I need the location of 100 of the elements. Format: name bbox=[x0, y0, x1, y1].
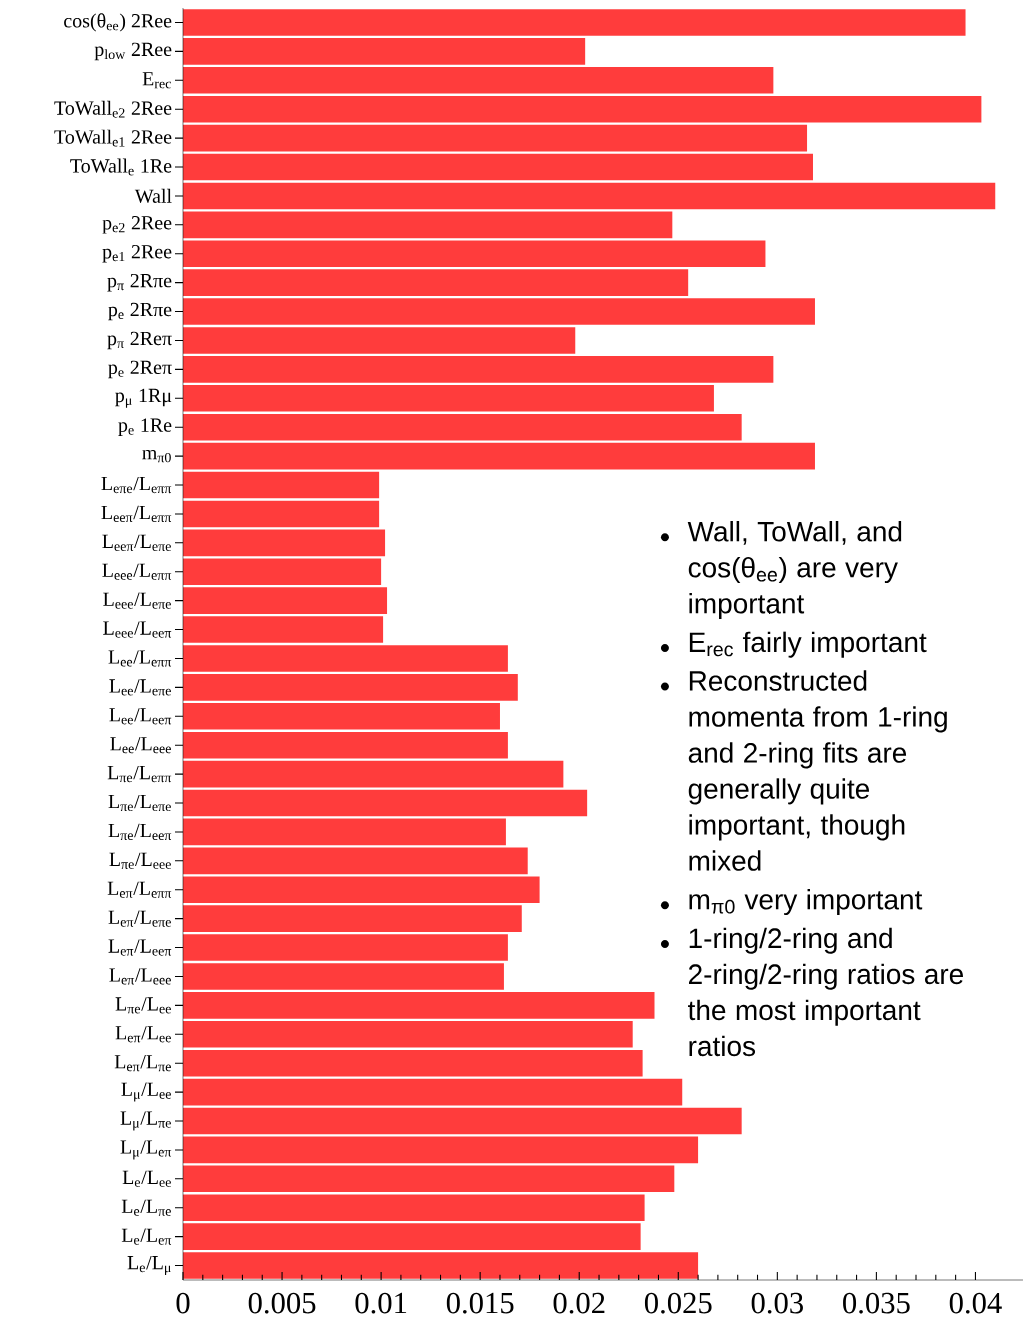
bar bbox=[183, 760, 564, 788]
bar bbox=[183, 818, 506, 846]
x-tick-label: 0.035 bbox=[843, 1292, 910, 1314]
bar bbox=[183, 153, 813, 181]
y-tick-label: L$_{e}$/L$_{ee}$ bbox=[122, 1170, 171, 1187]
bar bbox=[183, 124, 808, 152]
y-tick-label: L$_{e}$/L$_{μ}$ bbox=[127, 1256, 171, 1276]
x-tick-label: 0.025 bbox=[644, 1292, 712, 1314]
bar bbox=[183, 731, 508, 759]
bar bbox=[183, 182, 996, 210]
bar bbox=[183, 95, 982, 123]
y-tick-label: L$_{eπe}$/L$_{eππ}$ bbox=[101, 476, 172, 494]
y-tick-label: L$_{μ}$/L$_{ee}$ bbox=[121, 1082, 171, 1102]
y-tick-label: L$_{eπ}$/L$_{eee}$ bbox=[109, 968, 171, 985]
bar bbox=[183, 384, 714, 412]
y-tick-label: L$_{eπ}$/L$_{eπe}$ bbox=[108, 910, 171, 927]
bar bbox=[183, 847, 528, 875]
y-tick-label: L$_{ee}$/L$_{eππ}$ bbox=[108, 650, 172, 667]
y-tick-label: L$_{eπ}$/L$_{eeπ}$ bbox=[108, 939, 172, 956]
y-tick-label: p$_{e}$ 1Re bbox=[118, 418, 172, 436]
y-tick-label: L$_{eπ}$/L$_{eππ}$ bbox=[107, 881, 172, 898]
y-tick-label: p$_{μ}$ 1Rμ bbox=[115, 388, 172, 408]
annotation: m$_{π0}$ very important bbox=[689, 888, 923, 916]
bar bbox=[183, 1223, 641, 1250]
y-tick-label: L$_{eee}$/L$_{eπe}$ bbox=[103, 592, 171, 609]
y-tick-label: L$_{πe}$/L$_{eππ}$ bbox=[107, 766, 172, 783]
bar bbox=[183, 1194, 645, 1222]
bar bbox=[183, 587, 388, 614]
y-tick-label: p$_{e2}$ 2Ree bbox=[102, 216, 172, 234]
bar bbox=[183, 327, 576, 354]
bar bbox=[183, 1165, 675, 1193]
y-tick-label: L$_{eπ}$/L$_{ee}$ bbox=[115, 1026, 171, 1043]
y-tick-label: p$_{low}$ 2Ree bbox=[94, 42, 172, 61]
bar bbox=[183, 905, 522, 932]
bar bbox=[183, 934, 508, 961]
bar bbox=[183, 500, 380, 528]
y-tick-label: L$_{eeπ}$/L$_{eπe}$ bbox=[102, 534, 171, 551]
y-tick-label: L$_{eπ}$/L$_{πe}$ bbox=[114, 1055, 171, 1072]
x-tick-label: 0.03 bbox=[751, 1292, 803, 1314]
y-tick-label: L$_{eee}$/L$_{eeπ}$ bbox=[103, 621, 172, 638]
bar bbox=[183, 992, 655, 1019]
y-tick-label: L$_{μ}$/L$_{πe}$ bbox=[120, 1111, 171, 1131]
x-tick-label: 0 bbox=[176, 1292, 190, 1314]
x-tick-label: 0.02 bbox=[553, 1292, 605, 1314]
y-tick-label: L$_{ee}$/L$_{eeπ}$ bbox=[109, 708, 172, 725]
bar bbox=[183, 1020, 633, 1048]
bar bbox=[183, 413, 742, 441]
y-tick-label: p$_{e}$ 2Rπe bbox=[108, 302, 172, 321]
bar bbox=[183, 298, 815, 325]
x-tick-label: 0.04 bbox=[949, 1292, 1002, 1314]
y-tick-label: ToWall$_{e1}$ 2Ree bbox=[54, 129, 172, 147]
bar bbox=[183, 702, 500, 730]
y-tick-label: p$_{e}$ 2Reπ bbox=[108, 360, 172, 379]
y-tick-label: L$_{πe}$/L$_{eπe}$ bbox=[108, 794, 171, 812]
y-tick-label: L$_{μ}$/L$_{eπ}$ bbox=[120, 1140, 172, 1160]
y-tick-label: p$_{π}$ 2Rπe bbox=[107, 273, 172, 292]
y-tick-label: L$_{e}$/L$_{πe}$ bbox=[121, 1199, 171, 1216]
bar bbox=[183, 38, 586, 65]
y-tick-label: L$_{πe}$/L$_{eeπ}$ bbox=[108, 823, 172, 841]
y-tick-label: m$_{π0}$ bbox=[142, 449, 171, 463]
bar bbox=[183, 558, 382, 586]
bar bbox=[183, 1252, 699, 1279]
y-tick-label: p$_{e1}$ 2Ree bbox=[102, 245, 172, 263]
y-tick-label: E$_{rec}$ bbox=[142, 72, 171, 89]
y-tick-label: L$_{e}$/L$_{eπ}$ bbox=[121, 1228, 172, 1245]
bar bbox=[183, 789, 588, 817]
y-tick-label: cos(θ$_{ee}$) 2Ree bbox=[64, 13, 172, 32]
bar bbox=[183, 211, 673, 239]
bar bbox=[183, 1107, 742, 1135]
bar bbox=[183, 616, 384, 643]
y-tick-label: L$_{ee}$/L$_{eπe}$ bbox=[109, 679, 171, 696]
bar bbox=[183, 269, 689, 296]
bar bbox=[183, 1078, 683, 1106]
x-tick-label: 0.005 bbox=[248, 1292, 316, 1314]
annotation: 1-ring/2-ring and 2-ring/2-ring ratios are the most important ratios bbox=[688, 927, 963, 1057]
bar bbox=[183, 240, 766, 268]
bar bbox=[183, 67, 774, 94]
bar bbox=[183, 9, 966, 36]
bar bbox=[183, 529, 386, 557]
bar bbox=[183, 442, 815, 470]
y-tick-label: L$_{πe}$/L$_{eee}$ bbox=[109, 852, 171, 869]
x-tick-label: 0.015 bbox=[446, 1292, 514, 1314]
y-tick-label: ToWall$_{e2}$ 2Ree bbox=[54, 100, 172, 118]
bar bbox=[183, 471, 380, 499]
bar bbox=[183, 1136, 699, 1164]
x-tick-label: 0.01 bbox=[355, 1292, 407, 1314]
bar bbox=[183, 674, 518, 701]
y-tick-label: p$_{π}$ 2Reπ bbox=[107, 331, 172, 350]
annotation: E$_{rec}$ fairly important bbox=[689, 631, 927, 658]
bar bbox=[183, 963, 504, 990]
bar bbox=[183, 356, 774, 383]
y-tick-label: ToWall$_{e}$ 1Re bbox=[70, 158, 172, 176]
bar bbox=[183, 1049, 643, 1077]
y-tick-label: Wall bbox=[134, 188, 172, 204]
bar bbox=[183, 876, 540, 904]
y-tick-label: L$_{ee}$/L$_{eee}$ bbox=[110, 737, 171, 754]
y-tick-label: L$_{eeπ}$/L$_{eππ}$ bbox=[101, 505, 172, 523]
y-tick-label: L$_{πe}$/L$_{ee}$ bbox=[115, 997, 171, 1014]
bar bbox=[183, 645, 508, 672]
y-tick-label: L$_{eee}$/L$_{eππ}$ bbox=[102, 563, 172, 580]
